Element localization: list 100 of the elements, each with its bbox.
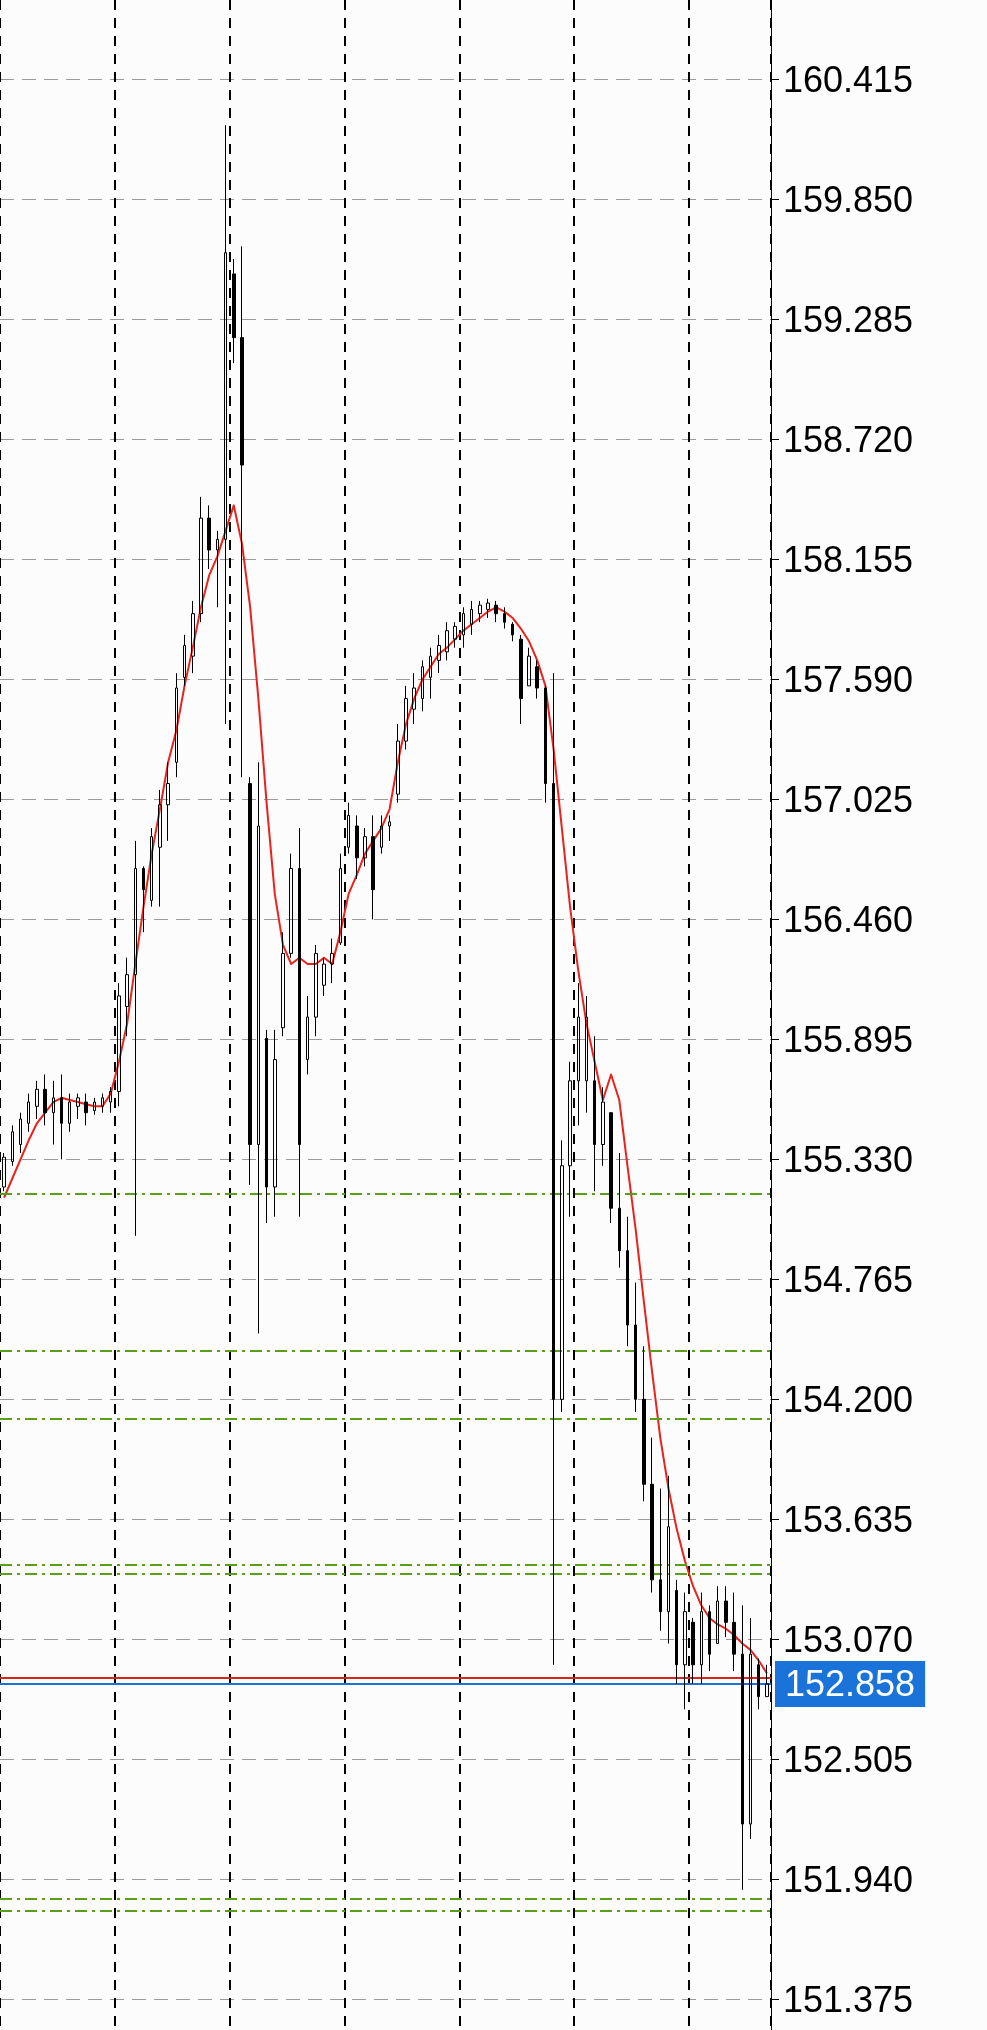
candlestick (388, 814, 391, 842)
candlestick (224, 124, 227, 725)
candlestick (708, 1604, 711, 1672)
candlestick (158, 789, 162, 908)
candlestick (43, 1073, 47, 1126)
candlestick (445, 621, 449, 661)
y-tick-label: 160.415 (783, 59, 914, 101)
y-tick-label: 157.025 (783, 778, 914, 820)
y-tick-label: 156.460 (783, 898, 914, 940)
candlestick (142, 865, 145, 933)
candlestick (322, 957, 326, 997)
y-tick-label: 152.505 (783, 1738, 914, 1780)
candlestick (240, 245, 244, 778)
candlestick (11, 1124, 14, 1167)
y-tick-label: 159.850 (783, 179, 914, 221)
candlestick (626, 1216, 629, 1347)
candlestick (511, 621, 514, 642)
candlestick (552, 672, 555, 1666)
y-tick-label: 151.375 (783, 1978, 914, 2020)
candlestick (298, 827, 301, 1218)
candlestick (437, 634, 441, 674)
candlestick (191, 600, 195, 674)
candlestick (314, 944, 318, 1037)
candlestick (675, 1579, 678, 1685)
candlestick (330, 938, 334, 984)
candlestick (273, 1029, 277, 1218)
candlestick (265, 1029, 268, 1224)
candlestick (363, 827, 367, 867)
candlestick (527, 647, 531, 687)
candlestick (76, 1093, 80, 1120)
candlestick (380, 814, 383, 855)
candlestick (421, 659, 424, 712)
candlestick (109, 1086, 112, 1114)
candlestick (749, 1617, 752, 1840)
candlestick (257, 761, 260, 1335)
candlestick (519, 634, 523, 725)
candlestick (659, 1488, 662, 1632)
candlestick (741, 1604, 744, 1891)
candlestick (371, 814, 375, 920)
candlestick (183, 634, 186, 687)
ref-line-label: 152.858 (785, 1663, 916, 1705)
y-tick-label: 154.765 (783, 1258, 914, 1300)
y-tick-label: 151.940 (783, 1858, 914, 1900)
candlestick (404, 685, 408, 751)
candlestick (60, 1073, 63, 1160)
y-tick-label: 153.635 (783, 1498, 914, 1540)
candlestick (166, 761, 170, 842)
candlestick (667, 1475, 670, 1645)
candlestick (207, 504, 211, 570)
candlestick (618, 1152, 621, 1269)
candlestick (101, 1093, 104, 1114)
candlestick (339, 853, 342, 946)
candlestick (593, 1035, 596, 1192)
candlestick (84, 1093, 88, 1126)
candlestick (248, 776, 252, 1186)
candlestick (125, 957, 129, 1037)
y-tick-label: 158.720 (783, 419, 914, 461)
candlestick (732, 1592, 736, 1672)
candlestick (560, 1139, 564, 1413)
candlestick (412, 672, 416, 725)
y-tick-label: 158.155 (783, 539, 914, 581)
candlestick (724, 1585, 728, 1638)
candlestick (486, 598, 490, 619)
candlestick (535, 659, 539, 700)
y-tick-label: 157.590 (783, 659, 914, 700)
candlestick (175, 672, 178, 778)
y-tick-label: 153.070 (783, 1618, 914, 1660)
candlestick (453, 621, 457, 649)
y-tick-label: 155.895 (783, 1018, 914, 1060)
candlestick (716, 1585, 719, 1645)
candlestick (577, 982, 580, 1126)
y-tick-label: 155.330 (783, 1138, 914, 1180)
candlestick (134, 840, 137, 1237)
candlestick (585, 995, 588, 1114)
candlestick (494, 600, 498, 623)
candlestick (216, 530, 219, 608)
y-tick-label: 159.285 (783, 299, 914, 341)
candlestick (650, 1437, 654, 1594)
candlestick (35, 1080, 39, 1120)
candlestick (544, 685, 547, 804)
y-tick-label: 154.200 (783, 1378, 914, 1420)
candlestick (634, 1282, 637, 1413)
candlestick (306, 995, 309, 1075)
candlestick (642, 1345, 646, 1502)
candlestick (757, 1657, 760, 1710)
candlestick (396, 723, 400, 804)
candlestick (601, 1086, 605, 1167)
candlestick (150, 827, 153, 908)
candlestick (478, 600, 482, 623)
candlestick (27, 1093, 30, 1133)
candlestick (19, 1112, 22, 1154)
candlestick (199, 496, 203, 623)
candlestick (93, 1097, 96, 1116)
line-series (3, 504, 768, 1675)
candlestick (429, 647, 432, 700)
candlestick (503, 606, 506, 630)
candlestick (470, 600, 473, 636)
candlestick (609, 1112, 613, 1224)
candlestick (68, 1093, 71, 1133)
candlestick (289, 853, 293, 959)
